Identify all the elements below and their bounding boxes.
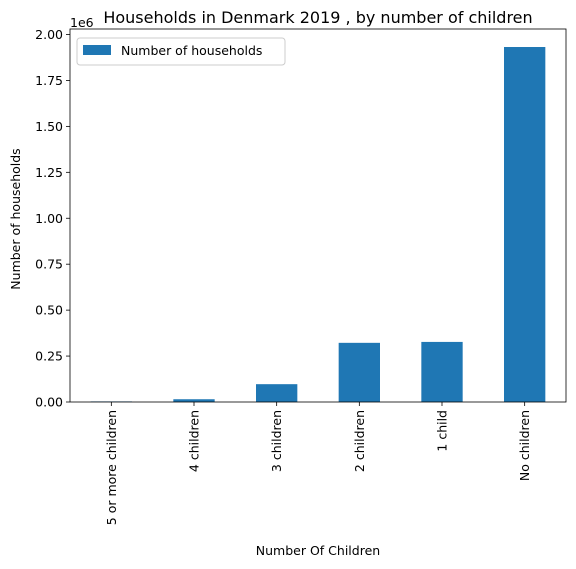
bar — [504, 47, 546, 402]
y-tick-label: 0.00 — [35, 395, 63, 410]
y-tick-label: 1.75 — [35, 73, 63, 88]
y-tick-label: 1.00 — [35, 211, 63, 226]
plot-frame — [69, 28, 567, 403]
x-axis: 5 or more children 4 children 3 children 2 … — [104, 402, 532, 525]
bar — [421, 341, 463, 402]
bar — [256, 384, 298, 402]
bar-series — [90, 47, 546, 402]
y-axis-label: Number of households — [8, 148, 23, 289]
x-tick-label: 4 children — [187, 410, 202, 472]
y-tick-label: 0.50 — [35, 303, 63, 318]
y-tick-label: 1.25 — [35, 165, 63, 180]
legend-frame — [76, 37, 286, 66]
x-tick-label: 1 child — [435, 410, 450, 452]
y-multiplier-label: 1e6 — [70, 15, 94, 30]
y-axis: 0.00 0.25 0.50 0.75 1.00 1.25 1.50 1.75 2.00 — [35, 27, 70, 410]
x-tick-label: 2 children — [352, 410, 367, 472]
legend-swatch — [83, 45, 111, 55]
x-tick-label: No children — [517, 410, 532, 481]
chart-title: Households in Denmark 2019 , by number o… — [103, 8, 532, 27]
legend-entry-label: Number of households — [121, 43, 262, 58]
bar — [338, 342, 380, 402]
x-axis-label: Number Of Children — [256, 543, 380, 558]
bar — [173, 399, 215, 402]
y-tick-label: 2.00 — [35, 27, 63, 42]
legend: Number of households — [76, 37, 286, 66]
y-tick-label: 0.75 — [35, 257, 63, 272]
y-tick-label: 1.50 — [35, 119, 63, 134]
y-tick-label: 0.25 — [35, 349, 63, 364]
x-tick-label: 5 or more children — [104, 410, 119, 525]
x-tick-label: 3 children — [269, 410, 284, 472]
